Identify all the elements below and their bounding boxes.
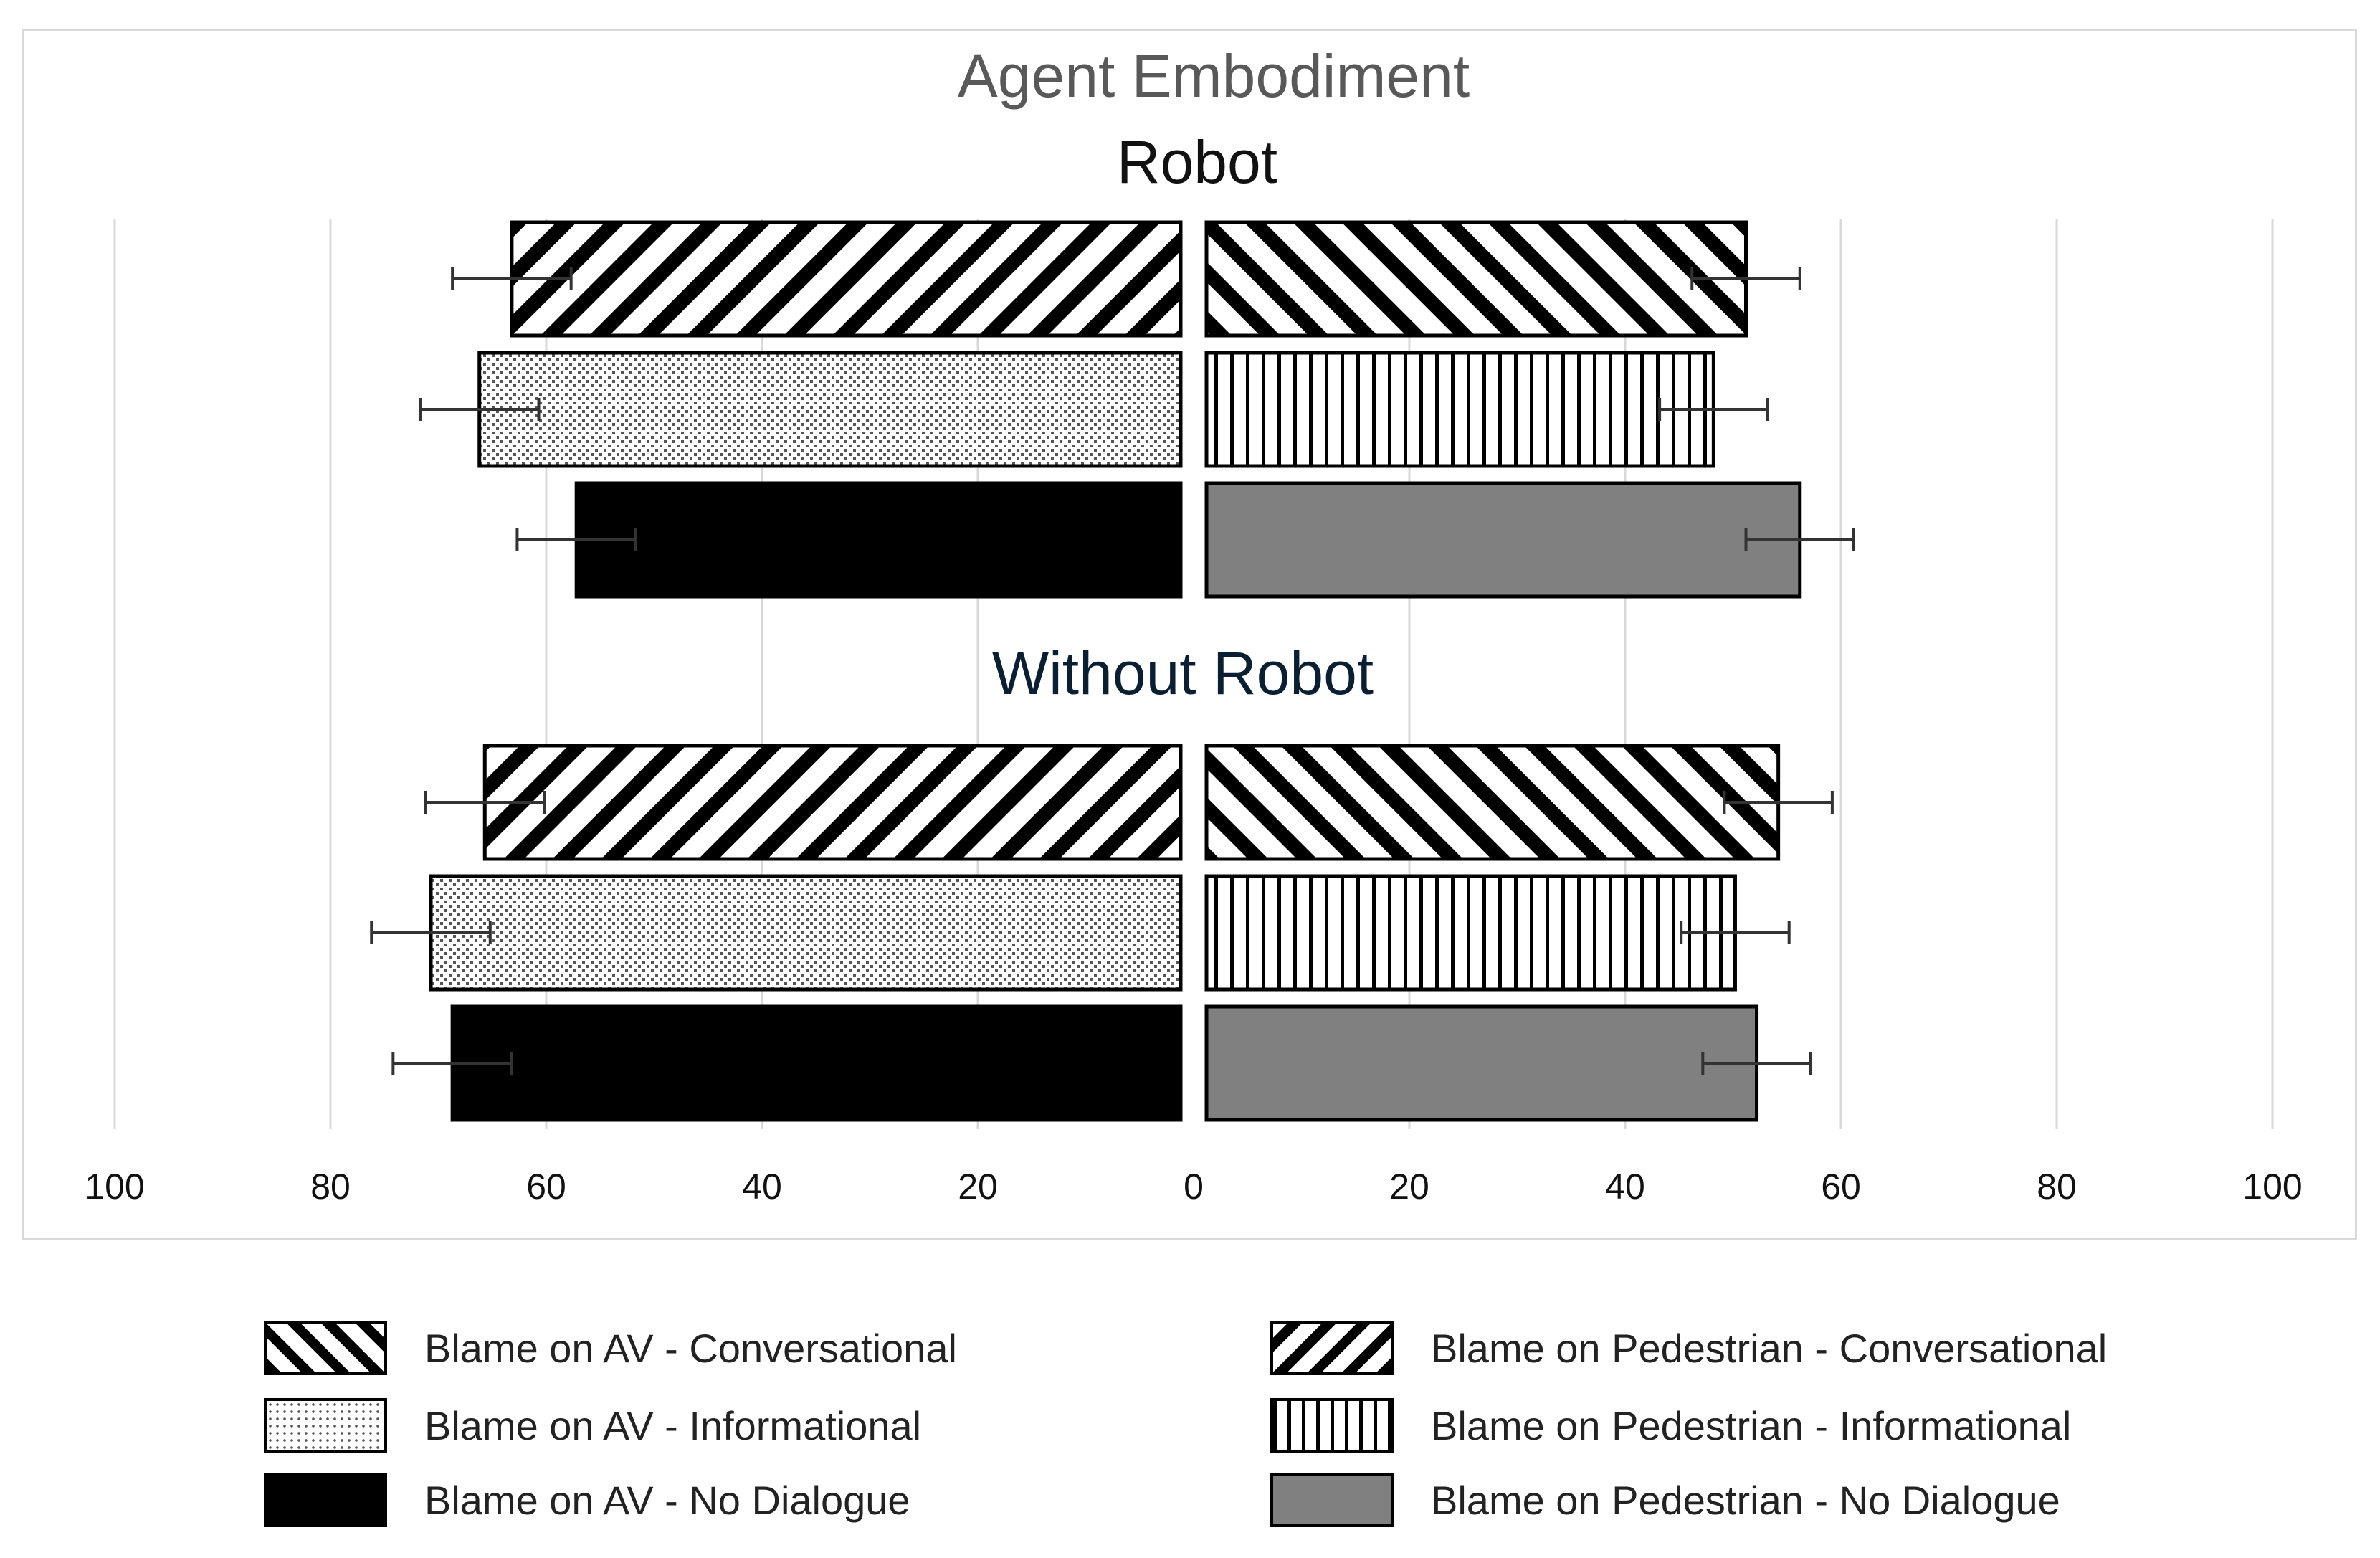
bar-without-robot-blame-on-pedestrian-informational xyxy=(1204,874,1737,992)
bar-robot-blame-on-pedestrian-conversational xyxy=(1204,220,1748,338)
bar-robot-blame-on-pedestrian-no-dialogue xyxy=(1204,481,1802,599)
x-tick-label: 20 xyxy=(1389,1167,1429,1207)
error-bar xyxy=(1658,398,1769,421)
x-tick-label: 20 xyxy=(958,1167,998,1207)
bar-without-robot-blame-on-av-conversational xyxy=(482,744,1183,861)
x-tick-label: 60 xyxy=(1821,1167,1861,1207)
bar-robot-blame-on-av-conversational xyxy=(510,220,1183,338)
error-bar xyxy=(1690,267,1801,290)
bar-without-robot-blame-on-pedestrian-conversational xyxy=(1204,744,1781,861)
x-tick-label: 80 xyxy=(2037,1167,2077,1207)
bar-without-robot-blame-on-av-no-dialogue xyxy=(450,1004,1183,1122)
bar-without-robot-blame-on-av-informational xyxy=(429,874,1183,992)
bar-robot-blame-on-av-informational xyxy=(477,351,1183,468)
error-bar xyxy=(424,791,546,814)
error-bar xyxy=(1680,921,1791,944)
bar-without-robot-blame-on-pedestrian-no-dialogue xyxy=(1204,1004,1759,1122)
x-tick-label: 40 xyxy=(742,1167,782,1207)
error-bar xyxy=(1723,791,1834,814)
bar-robot-blame-on-pedestrian-informational xyxy=(1204,351,1715,468)
panel-title-robot: Robot xyxy=(1117,128,1277,196)
x-tick-label: 60 xyxy=(526,1167,566,1207)
chart-title: Agent Embodiment xyxy=(958,42,1470,110)
error-bar xyxy=(1744,528,1855,551)
error-bar xyxy=(370,921,492,944)
error-bars xyxy=(370,267,1855,1075)
x-axis-tick-labels: 100 80 60 40 20 0 20 40 60 80 100 xyxy=(85,1167,2302,1207)
x-tick-label: 100 xyxy=(85,1167,144,1207)
bar-robot-blame-on-av-no-dialogue xyxy=(574,481,1183,599)
error-bar xyxy=(391,1052,513,1075)
error-bar xyxy=(451,267,573,290)
panel-title-without-robot: Without Robot xyxy=(992,640,1374,707)
x-tick-label: 40 xyxy=(1605,1167,1645,1207)
x-tick-label: 100 xyxy=(2242,1167,2302,1207)
x-tick-label: 0 xyxy=(1184,1167,1204,1207)
error-bar xyxy=(418,398,541,421)
error-bar xyxy=(515,528,637,551)
x-tick-label: 80 xyxy=(310,1167,351,1207)
chart-frame xyxy=(22,29,2357,1240)
error-bar xyxy=(1701,1052,1812,1075)
bars xyxy=(429,220,1802,1122)
